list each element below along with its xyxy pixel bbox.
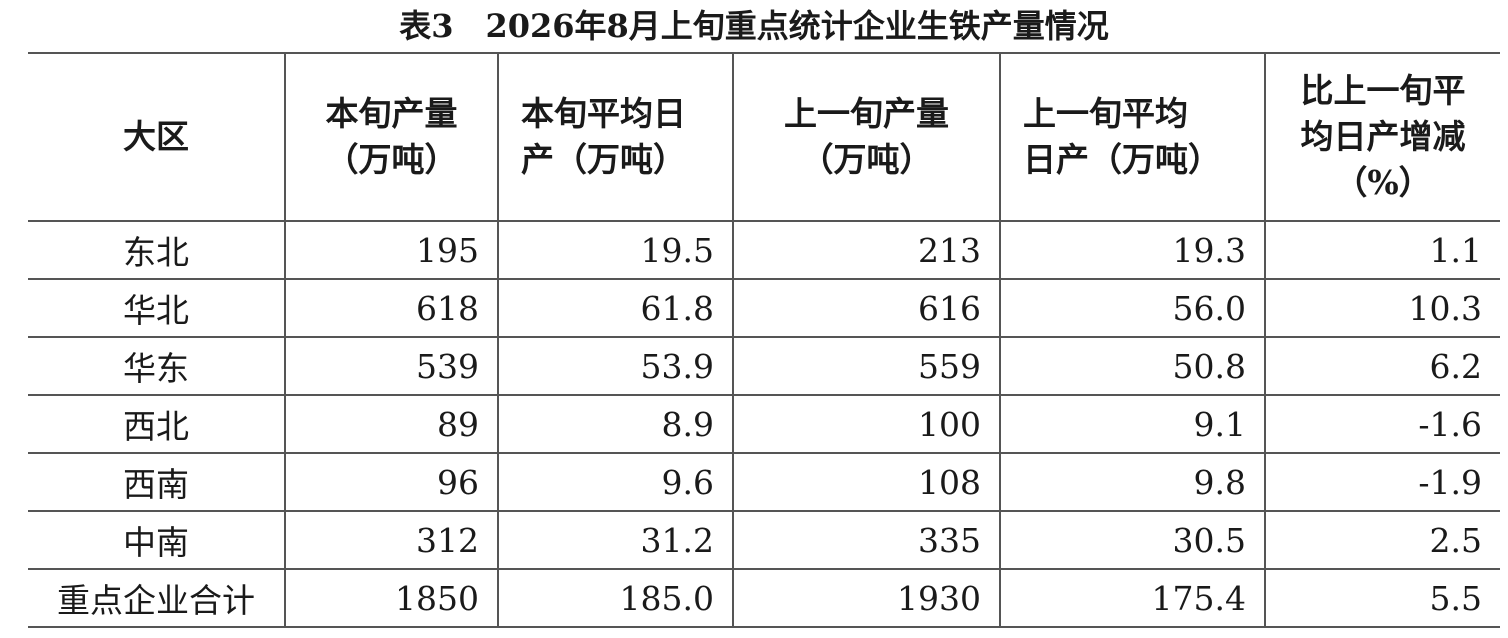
value-cell: 96 xyxy=(284,452,499,512)
value-cell: 1930 xyxy=(732,568,1001,628)
value-cell: 6.2 xyxy=(1264,336,1500,396)
value-cell: 213 xyxy=(732,220,1001,280)
value-cell: 30.5 xyxy=(999,510,1266,570)
value-cell: 31.2 xyxy=(497,510,734,570)
header-line: 本旬产量 xyxy=(325,94,458,133)
value-cell: 10.3 xyxy=(1264,278,1500,338)
value-cell: 175.4 xyxy=(999,568,1266,628)
value-cell: 19.3 xyxy=(999,220,1266,280)
value-cell: 9.6 xyxy=(497,452,734,512)
value-cell: -1.6 xyxy=(1264,394,1500,454)
region-cell: 中南 xyxy=(28,510,286,570)
header-row: 大区 本旬产量 （万吨） 本旬平均日产（万吨） 上一旬产量 （万吨） 上一旬平均日产（万吨）… xyxy=(28,52,1500,222)
value-cell: 9.8 xyxy=(999,452,1266,512)
value-cell: 8.9 xyxy=(497,394,734,454)
region-cell: 东北 xyxy=(28,220,286,280)
region-cell: 华北 xyxy=(28,278,286,338)
header-line: （万吨） xyxy=(800,140,933,179)
value-cell: 618 xyxy=(284,278,499,338)
table-row: 华东 539 53.9 559 50.8 6.2 xyxy=(28,336,1500,396)
region-cell: 华东 xyxy=(28,336,286,396)
header-cell: 上一旬产量 （万吨） xyxy=(732,52,1001,222)
header-line: （万吨） xyxy=(325,140,458,179)
value-cell: 19.5 xyxy=(497,220,734,280)
header-line: 日产（万吨） xyxy=(1023,140,1221,179)
data-table: 大区 本旬产量 （万吨） 本旬平均日产（万吨） 上一旬产量 （万吨） 上一旬平均日产（万吨）… xyxy=(28,52,1500,628)
table-row: 东北 195 19.5 213 19.3 1.1 xyxy=(28,220,1500,280)
header-line: 均日产增减 xyxy=(1300,117,1466,156)
table-header: 大区 本旬产量 （万吨） 本旬平均日产（万吨） 上一旬产量 （万吨） 上一旬平均日产（万吨）… xyxy=(28,52,1500,222)
value-cell: 1850 xyxy=(284,568,499,628)
header-line: 本旬平均日 xyxy=(521,94,686,133)
header-cell: 比上一旬平均日产增减 （%） xyxy=(1264,52,1500,222)
header-line: 产（万吨） xyxy=(521,140,686,179)
table-row: 中南 312 31.2 335 30.5 2.5 xyxy=(28,510,1500,570)
value-cell: 108 xyxy=(732,452,1001,512)
value-cell: 100 xyxy=(732,394,1001,454)
region-cell: 重点企业合计 xyxy=(28,568,286,628)
table-row: 西北 89 8.9 100 9.1 -1.6 xyxy=(28,394,1500,454)
value-cell: 195 xyxy=(284,220,499,280)
header-line: 比上一旬平 xyxy=(1300,71,1466,110)
value-cell: 89 xyxy=(284,394,499,454)
header-line: （%） xyxy=(1334,163,1432,202)
header-cell: 本旬平均日产（万吨） xyxy=(497,52,734,222)
value-cell: 312 xyxy=(284,510,499,570)
value-cell: 539 xyxy=(284,336,499,396)
header-cell: 上一旬平均日产（万吨） xyxy=(999,52,1266,222)
header-line: 大区 xyxy=(123,117,189,156)
region-cell: 西北 xyxy=(28,394,286,454)
value-cell: 185.0 xyxy=(497,568,734,628)
header-cell: 本旬产量 （万吨） xyxy=(284,52,499,222)
header-line: 上一旬产量 xyxy=(784,94,949,133)
value-cell: 2.5 xyxy=(1264,510,1500,570)
value-cell: 61.8 xyxy=(497,278,734,338)
table-row: 重点企业合计 1850 185.0 1930 175.4 5.5 xyxy=(28,568,1500,628)
header-line: 上一旬平均 xyxy=(1023,94,1188,133)
table-row: 西南 96 9.6 108 9.8 -1.9 xyxy=(28,452,1500,512)
value-cell: -1.9 xyxy=(1264,452,1500,512)
value-cell: 559 xyxy=(732,336,1001,396)
value-cell: 50.8 xyxy=(999,336,1266,396)
value-cell: 56.0 xyxy=(999,278,1266,338)
region-cell: 西南 xyxy=(28,452,286,512)
value-cell: 616 xyxy=(732,278,1001,338)
value-cell: 335 xyxy=(732,510,1001,570)
table-title: 表3 2026年8月上旬重点统计企业生铁产量情况 xyxy=(399,7,1109,45)
value-cell: 53.9 xyxy=(497,336,734,396)
table-body: 东北 195 19.5 213 19.3 1.1 华北 618 61.8 616 56.0 10.3 华… xyxy=(28,220,1500,628)
header-cell: 大区 xyxy=(28,52,286,222)
value-cell: 5.5 xyxy=(1264,568,1500,628)
value-cell: 9.1 xyxy=(999,394,1266,454)
value-cell: 1.1 xyxy=(1264,220,1500,280)
table-row: 华北 618 61.8 616 56.0 10.3 xyxy=(28,278,1500,338)
